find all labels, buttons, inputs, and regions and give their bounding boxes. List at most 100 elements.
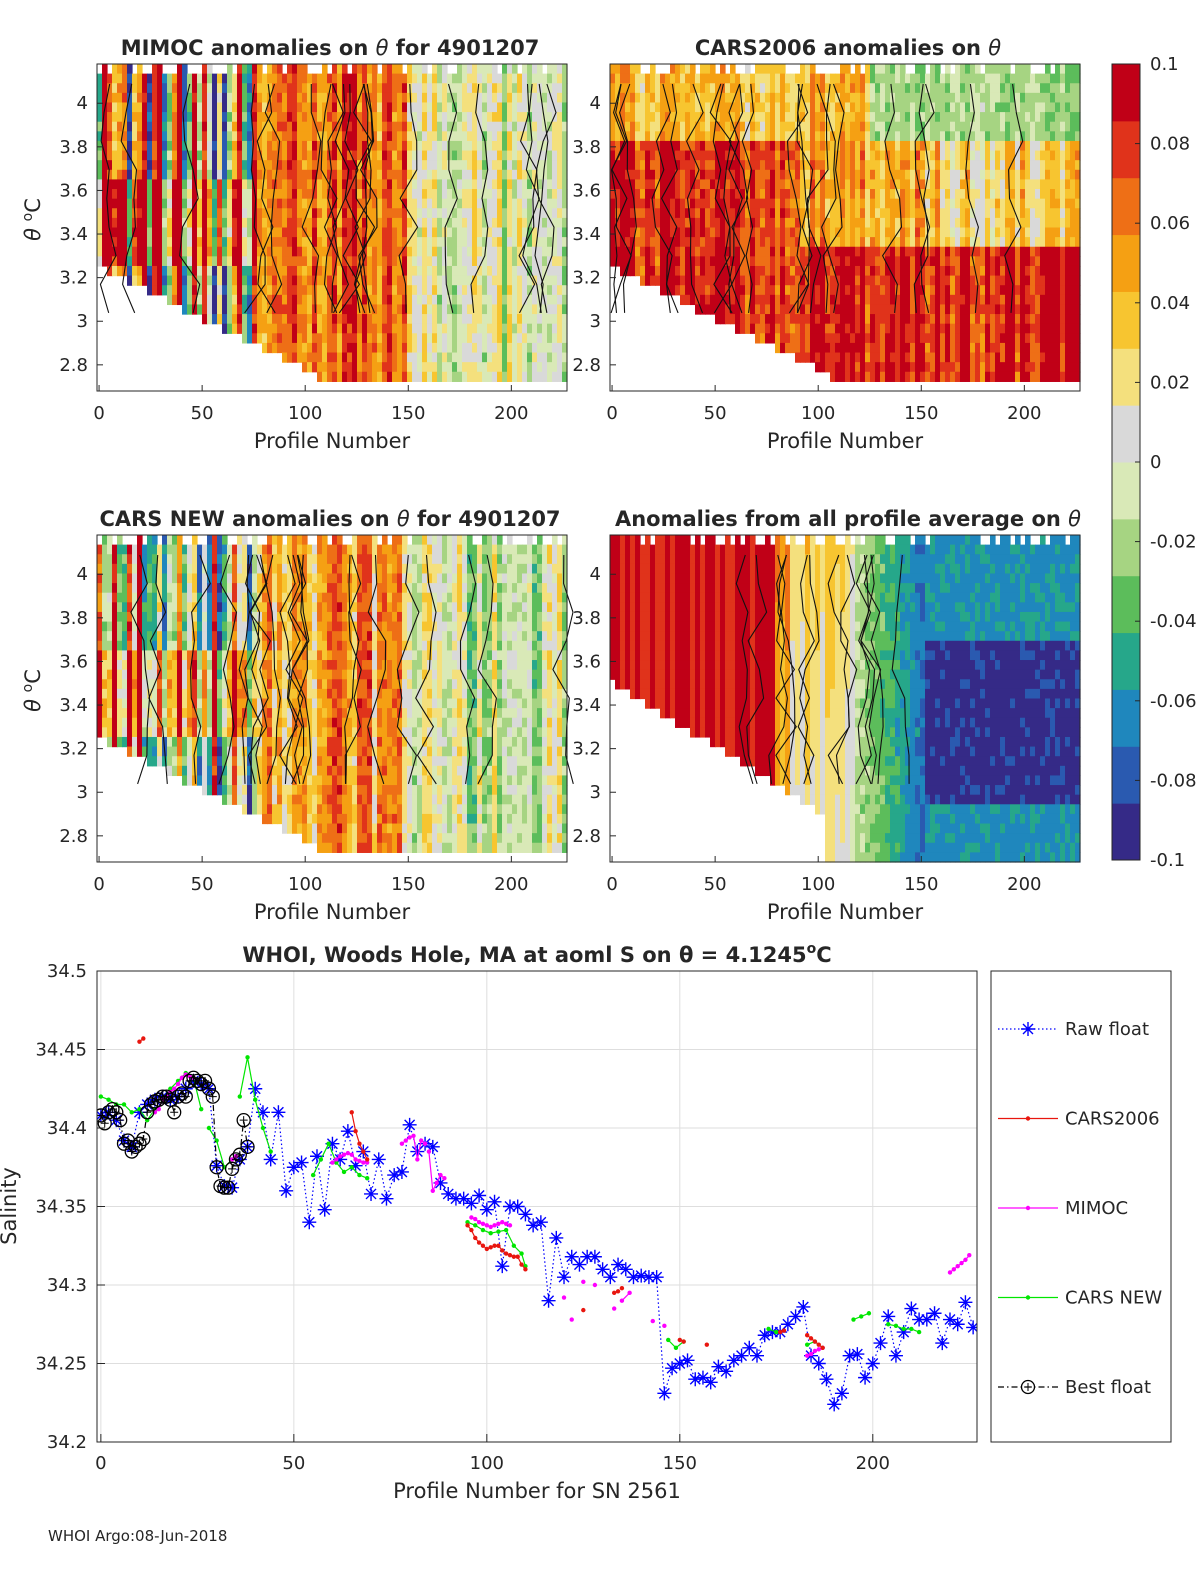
heatmap-cell bbox=[497, 265, 503, 277]
heatmap-cell bbox=[710, 169, 716, 181]
heatmap-cell bbox=[690, 92, 696, 104]
heatmap-cell bbox=[655, 198, 661, 209]
heatmap-cell bbox=[820, 362, 826, 373]
heatmap-cell bbox=[492, 265, 498, 277]
heatmap-cell bbox=[890, 246, 896, 257]
heatmap-cell bbox=[685, 179, 691, 190]
heatmap-cell bbox=[297, 352, 303, 363]
heatmap-cell bbox=[980, 112, 986, 123]
heatmap-cell bbox=[392, 160, 398, 171]
heatmap-cell bbox=[252, 160, 258, 171]
heatmap-cell bbox=[635, 198, 641, 209]
heatmap-cell bbox=[845, 131, 851, 142]
heatmap-cell bbox=[432, 179, 438, 190]
heatmap-cell bbox=[452, 83, 458, 94]
heatmap-cell bbox=[102, 73, 108, 84]
heatmap-cell bbox=[685, 227, 691, 238]
heatmap-cell bbox=[312, 342, 318, 354]
heatmap-cell bbox=[472, 112, 478, 123]
heatmap-cell bbox=[127, 83, 133, 94]
heatmap-cell bbox=[392, 179, 398, 190]
heatmap-cell bbox=[197, 256, 203, 267]
heatmap-cell bbox=[945, 121, 951, 132]
heatmap-cell bbox=[720, 140, 726, 152]
heatmap-cell bbox=[102, 217, 108, 229]
heatmap-cell bbox=[122, 227, 128, 238]
heatmap-cell bbox=[337, 237, 343, 248]
heatmap-cell bbox=[610, 112, 616, 123]
heatmap-cell bbox=[725, 227, 731, 238]
contour-line bbox=[444, 83, 458, 314]
heatmap-cell bbox=[407, 314, 413, 325]
heatmap-cell bbox=[655, 208, 661, 219]
heatmap-cell bbox=[172, 179, 178, 190]
heatmap-cell bbox=[795, 227, 801, 238]
heatmap-cell bbox=[795, 179, 801, 190]
heatmap-cell bbox=[945, 246, 951, 257]
heatmap-cell bbox=[117, 265, 123, 277]
heatmap-cell bbox=[855, 189, 861, 200]
contour-line bbox=[320, 83, 338, 313]
heatmap-cell bbox=[750, 217, 756, 229]
heatmap-cell bbox=[895, 140, 901, 152]
heatmap-cell bbox=[367, 208, 373, 219]
heatmap-cell bbox=[187, 179, 193, 190]
heatmap-cell bbox=[522, 102, 528, 113]
heatmap-cell bbox=[182, 285, 188, 296]
heatmap-cell bbox=[117, 112, 123, 123]
heatmap-cell bbox=[327, 169, 333, 181]
heatmap-cell bbox=[287, 227, 293, 238]
heatmap-cell bbox=[920, 227, 926, 238]
heatmap-cell bbox=[925, 112, 931, 123]
heatmap-cell bbox=[695, 140, 701, 152]
heatmap-cell bbox=[885, 140, 891, 152]
heatmap-cell bbox=[122, 83, 128, 94]
heatmap-cell bbox=[242, 237, 248, 248]
heatmap-cell bbox=[870, 304, 876, 315]
heatmap-cell bbox=[287, 150, 293, 161]
heatmap-cell bbox=[910, 265, 916, 277]
heatmap-cell bbox=[322, 169, 328, 181]
heatmap-cell bbox=[805, 169, 811, 181]
heatmap-cell bbox=[492, 371, 498, 382]
heatmap-cell bbox=[317, 304, 323, 315]
heatmap-cell bbox=[785, 237, 791, 248]
heatmap-cell bbox=[695, 285, 701, 296]
heatmap-cell bbox=[207, 246, 213, 257]
heatmap-cell bbox=[810, 352, 816, 363]
heatmap-cell bbox=[222, 265, 228, 277]
heatmap-cell bbox=[695, 150, 701, 161]
heatmap-cell bbox=[227, 217, 233, 229]
heatmap-cell bbox=[342, 323, 348, 334]
heatmap-cell bbox=[422, 217, 428, 229]
heatmap-cell bbox=[557, 112, 563, 123]
heatmap-cell bbox=[695, 246, 701, 257]
heatmap-cell bbox=[562, 352, 568, 363]
heatmap-cell bbox=[970, 237, 976, 248]
heatmap-cell bbox=[547, 198, 553, 209]
heatmap-cell bbox=[232, 169, 238, 181]
heatmap-cell bbox=[127, 92, 133, 104]
contour-lines bbox=[99, 83, 557, 314]
heatmap-cell bbox=[347, 179, 353, 190]
heatmap-cell bbox=[402, 140, 408, 152]
heatmap-cell bbox=[825, 304, 831, 315]
heatmap-cell bbox=[432, 102, 438, 113]
heatmap-cell bbox=[107, 217, 113, 229]
heatmap-cell bbox=[890, 217, 896, 229]
heatmap-cell bbox=[735, 112, 741, 123]
heatmap-cell bbox=[242, 294, 248, 306]
heatmap-cell bbox=[457, 304, 463, 315]
heatmap-cell bbox=[547, 131, 553, 142]
heatmap-cell bbox=[282, 294, 288, 306]
heatmap-cell bbox=[472, 237, 478, 248]
heatmap-cell bbox=[710, 131, 716, 142]
heatmap-cell bbox=[935, 323, 941, 334]
heatmap-cell bbox=[292, 285, 298, 296]
heatmap-cell bbox=[557, 333, 563, 344]
heatmap-cell bbox=[412, 371, 418, 382]
heatmap-cell bbox=[232, 189, 238, 200]
heatmap-cell bbox=[432, 83, 438, 94]
heatmap-cell bbox=[527, 83, 533, 94]
heatmap-cell bbox=[795, 237, 801, 248]
